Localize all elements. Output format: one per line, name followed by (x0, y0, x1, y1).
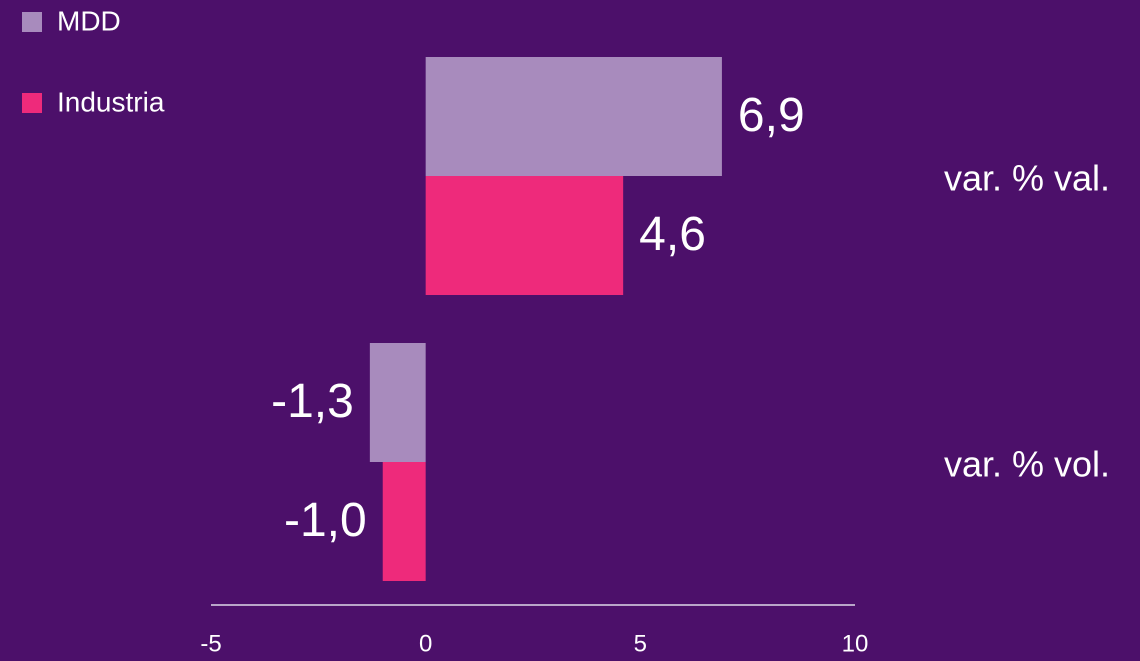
bar (382, 462, 426, 581)
legend-swatch (22, 12, 42, 32)
value-label: 6,9 (738, 89, 805, 142)
value-label: -1,0 (284, 494, 367, 547)
value-label: 4,6 (639, 208, 706, 261)
category-label: var. % vol. (944, 444, 1110, 485)
legend-label: MDD (57, 5, 121, 36)
legend-swatch (22, 93, 42, 113)
legend-label: Industria (57, 86, 165, 117)
bar (425, 57, 722, 176)
bar (369, 343, 426, 462)
x-tick-label: 10 (842, 630, 869, 657)
category-label: var. % val. (944, 158, 1110, 199)
x-tick-label: 0 (419, 630, 432, 657)
x-tick-label: -5 (200, 630, 221, 657)
value-label: -1,3 (271, 375, 354, 428)
x-tick-label: 5 (634, 630, 647, 657)
bar (425, 176, 624, 295)
